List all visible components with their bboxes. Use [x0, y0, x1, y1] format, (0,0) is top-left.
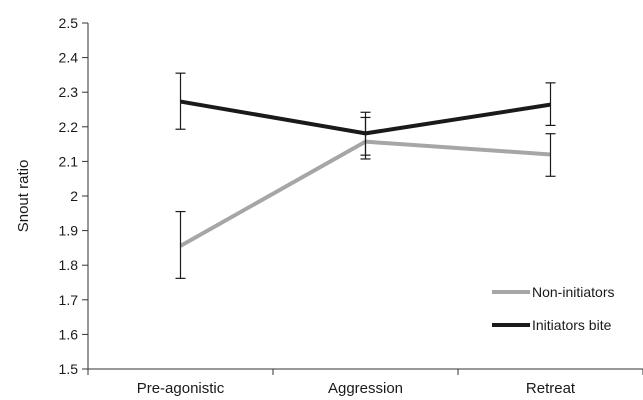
y-tick-label: 2.2 [59, 119, 79, 135]
error-bar [175, 210, 186, 279]
y-tick-label: 1.6 [59, 326, 79, 342]
y-tick-label: 2.3 [59, 84, 79, 100]
error-bar [360, 111, 371, 156]
y-axis-ticks: 1.5 1.6 1.7 1.8 1.9 2 2.1 2.2 2.3 2.4 2.5 [59, 15, 88, 377]
error-bar [545, 82, 556, 127]
legend-label: Initiators bite [532, 317, 612, 333]
x-category-label: Retreat [526, 380, 576, 397]
y-tick-label: 2.4 [59, 50, 79, 66]
error-bar [175, 72, 186, 130]
y-tick-label: 1.8 [59, 257, 79, 273]
series-1 [175, 72, 556, 156]
y-tick-label: 2 [70, 188, 78, 204]
y-tick-label: 1.5 [59, 361, 79, 377]
x-category-label: Aggression [328, 380, 403, 397]
y-tick-label: 2.5 [59, 15, 79, 31]
y-tick-label: 1.9 [59, 223, 79, 239]
series-group [175, 72, 556, 279]
error-bar [545, 133, 556, 177]
legend-label: Non-initiators [532, 284, 614, 300]
y-tick-label: 1.7 [59, 292, 79, 308]
legend: Non-initiators Initiators bite [492, 284, 614, 333]
y-tick-label: 2.1 [59, 153, 79, 169]
x-axis-ticks: Pre-agonistic Aggression Retreat [87, 369, 643, 397]
x-category-label: Pre-agonistic [137, 380, 225, 397]
y-axis-title: Snout ratio [15, 160, 32, 233]
